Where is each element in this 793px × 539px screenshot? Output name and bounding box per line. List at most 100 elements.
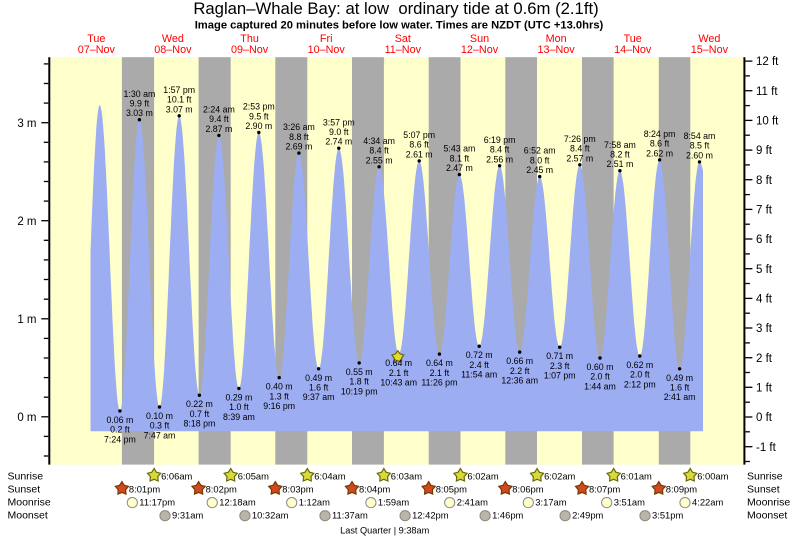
svg-text:6:05am: 6:05am — [238, 470, 269, 481]
svg-text:0.64 m: 0.64 m — [426, 358, 453, 368]
svg-text:0.22 m: 0.22 m — [186, 399, 213, 409]
svg-text:3:51am: 3:51am — [614, 497, 645, 508]
svg-text:7:58 am: 7:58 am — [604, 140, 636, 150]
svg-text:10:32am: 10:32am — [252, 510, 289, 521]
svg-text:8:02pm: 8:02pm — [206, 484, 237, 495]
svg-text:1:30 am: 1:30 am — [124, 89, 156, 99]
svg-text:11:26 pm: 11:26 pm — [421, 378, 457, 388]
svg-text:8:06pm: 8:06pm — [512, 484, 543, 495]
svg-text:7:47 am: 7:47 am — [144, 430, 176, 440]
svg-text:8:05pm: 8:05pm — [436, 484, 467, 495]
svg-text:6:19 pm: 6:19 pm — [484, 135, 516, 145]
svg-text:2.51 m: 2.51 m — [606, 159, 633, 169]
svg-text:Mon: Mon — [546, 33, 567, 45]
svg-text:2.3 ft: 2.3 ft — [550, 361, 570, 371]
svg-text:7 ft: 7 ft — [756, 205, 773, 217]
svg-text:6 ft: 6 ft — [756, 234, 773, 246]
svg-text:15–Nov: 15–Nov — [691, 44, 729, 56]
svg-text:0.49 m: 0.49 m — [666, 373, 693, 383]
svg-text:2.57 m: 2.57 m — [566, 153, 593, 163]
svg-text:2.1 ft: 2.1 ft — [389, 368, 409, 378]
svg-text:8:24 pm: 8:24 pm — [644, 129, 676, 139]
svg-text:2.47 m: 2.47 m — [446, 163, 473, 173]
svg-text:6:00am: 6:00am — [697, 470, 728, 481]
svg-text:Sunset: Sunset — [747, 484, 780, 496]
svg-text:11:37am: 11:37am — [332, 510, 368, 521]
svg-text:0.2 ft: 0.2 ft — [110, 425, 130, 435]
svg-text:1.3 ft: 1.3 ft — [269, 391, 289, 401]
svg-text:0.29 m: 0.29 m — [225, 392, 252, 402]
svg-text:Moonset: Moonset — [747, 510, 787, 522]
svg-text:2.60 m: 2.60 m — [686, 150, 713, 160]
svg-text:12 ft: 12 ft — [756, 56, 779, 68]
svg-text:2.61 m: 2.61 m — [406, 149, 433, 159]
svg-text:8:09pm: 8:09pm — [666, 484, 697, 495]
svg-text:7:24 pm: 7:24 pm — [104, 434, 136, 444]
svg-text:0.49 m: 0.49 m — [305, 373, 332, 383]
svg-text:2.1 ft: 2.1 ft — [430, 368, 450, 378]
svg-text:0.72 m: 0.72 m — [466, 350, 493, 360]
svg-text:Thu: Thu — [240, 33, 259, 45]
svg-text:6:52 am: 6:52 am — [524, 146, 556, 156]
svg-text:Moonrise: Moonrise — [8, 497, 51, 509]
svg-text:9.4 ft: 9.4 ft — [209, 114, 229, 124]
svg-text:2:24 am: 2:24 am — [203, 105, 235, 115]
svg-text:2.45 m: 2.45 m — [526, 165, 553, 175]
svg-text:11–Nov: 11–Nov — [385, 44, 422, 56]
svg-text:8.6 ft: 8.6 ft — [650, 139, 670, 149]
svg-text:-1 ft: -1 ft — [756, 442, 777, 454]
svg-text:8.4 ft: 8.4 ft — [369, 146, 389, 156]
svg-text:9:16 pm: 9:16 pm — [263, 401, 295, 411]
svg-text:10:43 am: 10:43 am — [380, 378, 417, 388]
svg-text:8:03pm: 8:03pm — [282, 484, 313, 495]
svg-text:4:34 am: 4:34 am — [363, 136, 395, 146]
svg-text:2.2 ft: 2.2 ft — [510, 366, 530, 376]
svg-text:2:41 am: 2:41 am — [664, 392, 696, 402]
svg-text:4 ft: 4 ft — [756, 294, 773, 306]
svg-text:8.5 ft: 8.5 ft — [690, 141, 710, 151]
svg-text:0.64 m: 0.64 m — [385, 358, 412, 368]
svg-text:0.10 m: 0.10 m — [146, 411, 173, 421]
svg-text:Sunset: Sunset — [8, 484, 41, 496]
svg-text:1:07 pm: 1:07 pm — [544, 371, 576, 381]
svg-text:6:02am: 6:02am — [467, 470, 498, 481]
svg-text:8.1 ft: 8.1 ft — [450, 153, 470, 163]
svg-text:6:04am: 6:04am — [314, 470, 345, 481]
svg-text:09–Nov: 09–Nov — [231, 44, 269, 56]
svg-text:2.62 m: 2.62 m — [646, 148, 673, 158]
svg-text:Last Quarter | 9:38am: Last Quarter | 9:38am — [340, 526, 430, 536]
svg-text:3:17am: 3:17am — [535, 497, 566, 508]
svg-text:Wed: Wed — [162, 33, 184, 45]
svg-text:12:42pm: 12:42pm — [412, 510, 449, 521]
svg-text:Sun: Sun — [470, 33, 489, 45]
svg-text:Fri: Fri — [320, 33, 333, 45]
svg-text:3 m: 3 m — [17, 118, 36, 130]
svg-text:9:37 am: 9:37 am — [303, 392, 335, 402]
svg-text:Sunrise: Sunrise — [747, 470, 783, 482]
svg-text:5:43 am: 5:43 am — [444, 144, 476, 154]
svg-text:0.71 m: 0.71 m — [546, 351, 573, 361]
svg-text:Raglan–Whale Bay: at low ordi: Raglan–Whale Bay: at low ordinary tide a… — [193, 0, 598, 18]
svg-text:0.3 ft: 0.3 ft — [150, 421, 170, 431]
svg-text:3 ft: 3 ft — [756, 323, 773, 335]
svg-text:1.6 ft: 1.6 ft — [309, 383, 329, 393]
svg-text:14–Nov: 14–Nov — [614, 44, 652, 56]
svg-text:2.0 ft: 2.0 ft — [630, 370, 650, 380]
svg-text:8:01pm: 8:01pm — [129, 484, 160, 495]
svg-text:4:22am: 4:22am — [692, 497, 723, 508]
svg-text:1:12am: 1:12am — [299, 497, 330, 508]
svg-text:9.0 ft: 9.0 ft — [329, 127, 349, 137]
svg-text:0.7 ft: 0.7 ft — [190, 409, 210, 419]
svg-text:Moonrise: Moonrise — [747, 497, 790, 509]
svg-text:0.55 m: 0.55 m — [346, 367, 373, 377]
svg-text:11 ft: 11 ft — [756, 86, 778, 98]
svg-text:3:26 am: 3:26 am — [283, 122, 315, 132]
svg-text:0 ft: 0 ft — [756, 412, 773, 424]
svg-text:2.56 m: 2.56 m — [486, 154, 513, 164]
svg-text:12–Nov: 12–Nov — [461, 44, 499, 56]
svg-text:2.74 m: 2.74 m — [325, 137, 352, 147]
svg-text:6:03am: 6:03am — [391, 470, 422, 481]
svg-text:1.0 ft: 1.0 ft — [229, 402, 249, 412]
svg-text:10 ft: 10 ft — [756, 116, 779, 128]
svg-text:6:01am: 6:01am — [621, 470, 652, 481]
